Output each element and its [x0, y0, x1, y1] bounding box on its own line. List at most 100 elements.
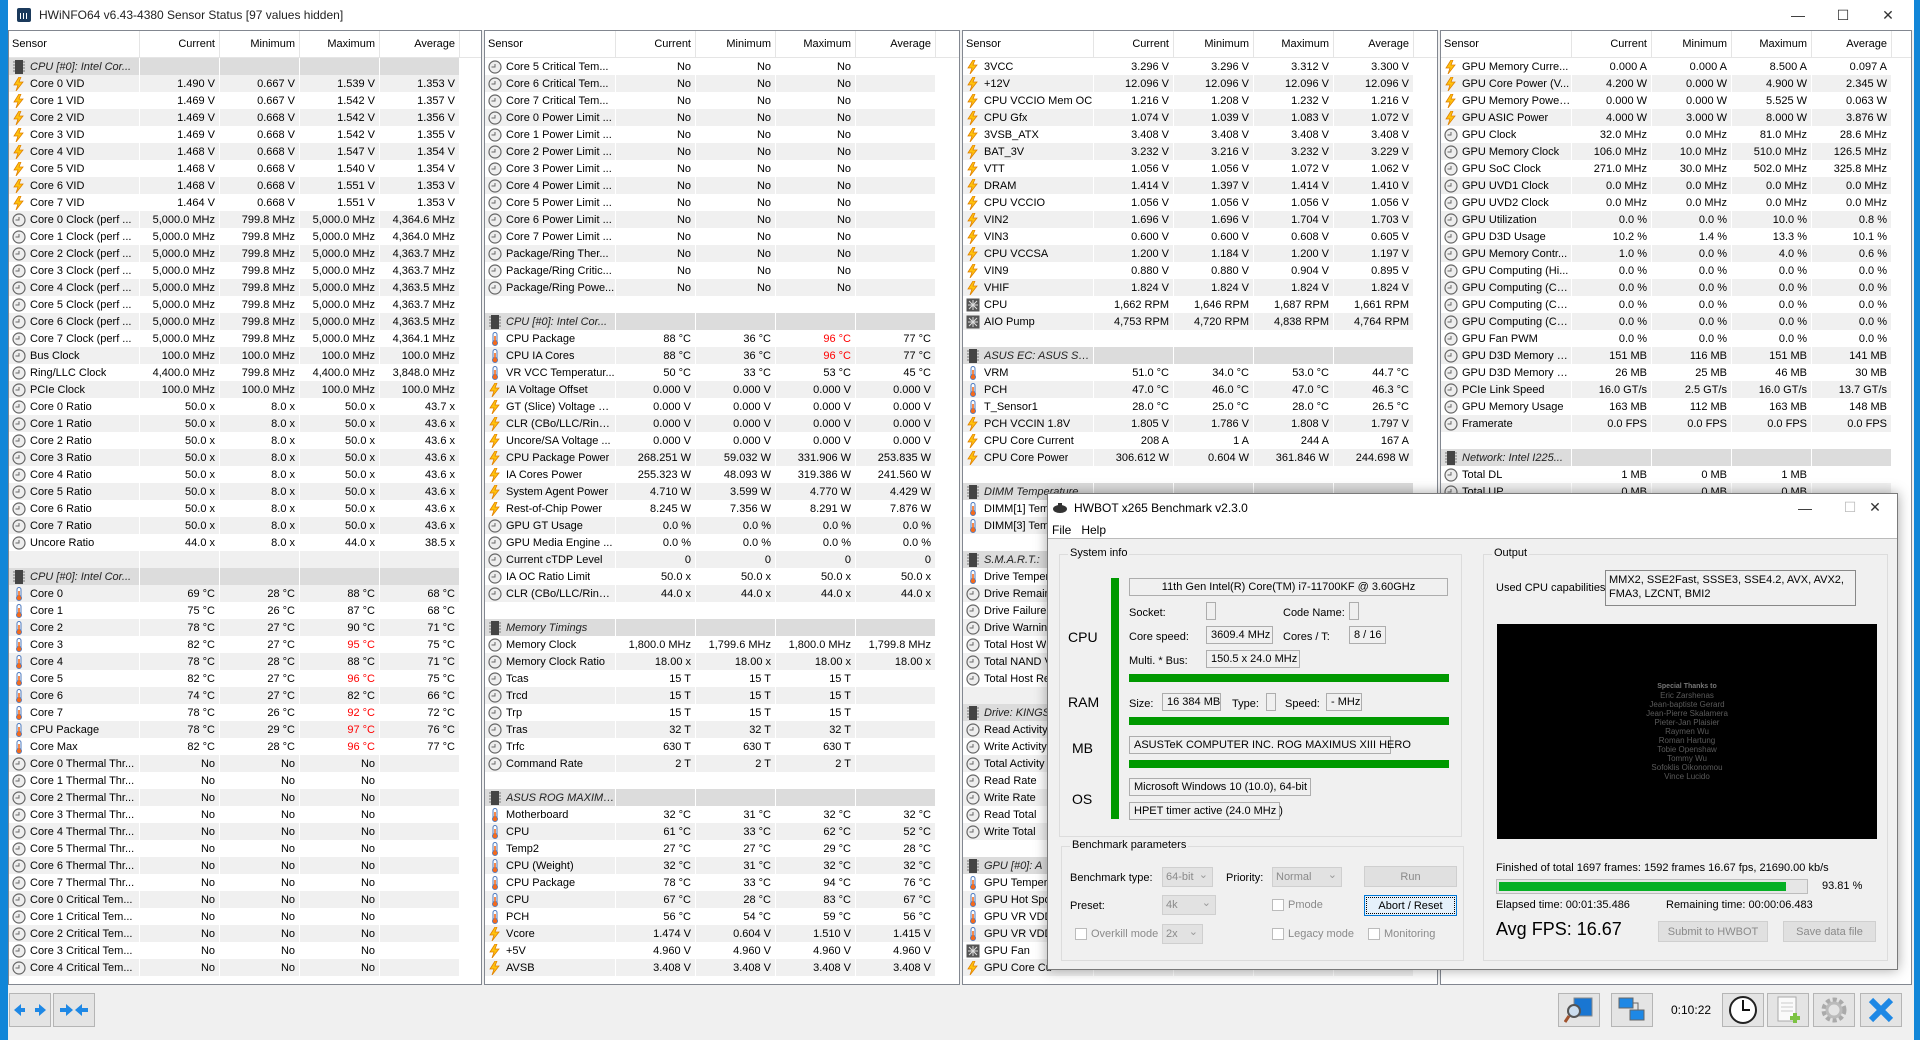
- sensor-row[interactable]: VRM 51.0 °C 34.0 °C 53.0 °C 44.7 °C: [963, 364, 1437, 381]
- sensor-row[interactable]: Core Max 82 °C 28 °C 96 °C 77 °C: [9, 738, 481, 755]
- run-button[interactable]: Run: [1364, 866, 1457, 887]
- sensor-row[interactable]: Core 1 Power Limit ... No No No: [485, 126, 959, 143]
- pmode-checkbox[interactable]: [1272, 899, 1284, 911]
- sensor-row[interactable]: VIN3 0.600 V 0.600 V 0.608 V 0.605 V: [963, 228, 1437, 245]
- sensor-row[interactable]: CPU (Weight) 32 °C 31 °C 32 °C 32 °C: [485, 857, 959, 874]
- sensor-row[interactable]: PCIe Clock 100.0 MHz 100.0 MHz 100.0 MHz 100…: [9, 381, 481, 398]
- sensor-row[interactable]: Temp2 27 °C 27 °C 29 °C 28 °C: [485, 840, 959, 857]
- sensor-row[interactable]: GPU Memory Clock 106.0 MHz 10.0 MHz 510.0 M…: [1441, 143, 1911, 160]
- sensor-row[interactable]: VIN2 1.696 V 1.696 V 1.704 V 1.703 V: [963, 211, 1437, 228]
- sensor-row[interactable]: VHIF 1.824 V 1.824 V 1.824 V 1.824 V: [963, 279, 1437, 296]
- sensor-row[interactable]: Total DL 1 MB 0 MB 1 MB: [1441, 466, 1911, 483]
- sensor-row[interactable]: Core 6 Clock (perf ... 5,000.0 MHz 799.8 M…: [9, 313, 481, 330]
- collapse-columns-button[interactable]: [53, 993, 95, 1027]
- sensor-row[interactable]: Memory Clock 1,800.0 MHz 1,799.6 MHz 1,800.…: [485, 636, 959, 653]
- sensor-group-header[interactable]: CPU [#0]: Intel Cor...: [485, 313, 959, 330]
- sensor-row[interactable]: Core 6 Critical Tem... No No No: [485, 75, 959, 92]
- sensor-group-header[interactable]: CPU [#0]: Intel Cor...: [9, 568, 481, 585]
- sensor-row[interactable]: GPU Memory Curre... 0.000 A 0.000 A 8.500 A…: [1441, 58, 1911, 75]
- sensor-row[interactable]: CPU VCCIO Mem OC 1.216 V 1.208 V 1.232 V 1.2…: [963, 92, 1437, 109]
- sensor-row[interactable]: GPU UVD2 Clock 0.0 MHz 0.0 MHz 0.0 MHz 0.0 M…: [1441, 194, 1911, 211]
- sensor-row[interactable]: Core 7 Critical Tem... No No No: [485, 92, 959, 109]
- sensor-row[interactable]: Core 7 78 °C 26 °C 92 °C 72 °C: [9, 704, 481, 721]
- sensor-row[interactable]: PCH 56 °C 54 °C 59 °C 56 °C: [485, 908, 959, 925]
- sensor-group-header[interactable]: CPU [#0]: Intel Cor...: [9, 58, 481, 75]
- overkill-select[interactable]: 2x: [1162, 924, 1203, 944]
- column-header-current[interactable]: Current: [1572, 31, 1652, 57]
- hwbot-close-button[interactable]: ✕: [1869, 499, 1881, 515]
- sensor-row[interactable]: Core 0 Critical Tem... No No No: [9, 891, 481, 908]
- legacy-mode-checkbox[interactable]: [1272, 928, 1284, 940]
- abort-reset-button[interactable]: Abort / Reset: [1364, 895, 1457, 916]
- sensor-row[interactable]: CPU IA Cores 88 °C 36 °C 96 °C 77 °C: [485, 347, 959, 364]
- sensor-row[interactable]: GPU D3D Memory D... 151 MB 116 MB 151 MB 141…: [1441, 347, 1911, 364]
- sensor-row[interactable]: GPU SoC Clock 271.0 MHz 30.0 MHz 502.0 MHz 3…: [1441, 160, 1911, 177]
- sensor-row[interactable]: Core 0 VID 1.490 V 0.667 V 1.539 V 1.353 V: [9, 75, 481, 92]
- sensor-row[interactable]: Core 6 Ratio 50.0 x 8.0 x 50.0 x 43.6 x: [9, 500, 481, 517]
- hwbot-minimize-button[interactable]: —: [1798, 499, 1812, 516]
- sensor-row[interactable]: Core 1 Clock (perf ... 5,000.0 MHz 799.8 M…: [9, 228, 481, 245]
- maximize-button[interactable]: ☐: [1836, 6, 1850, 23]
- column-header-current[interactable]: Current: [140, 31, 220, 57]
- sensor-row[interactable]: AIO Pump 4,753 RPM 4,720 RPM 4,838 RPM 4,764…: [963, 313, 1437, 330]
- sensor-row[interactable]: VR VCC Temperatur... 50 °C 33 °C 53 °C 45 °C: [485, 364, 959, 381]
- sensor-row[interactable]: Core 7 Ratio 50.0 x 8.0 x 50.0 x 43.6 x: [9, 517, 481, 534]
- logging-button[interactable]: [1767, 993, 1809, 1027]
- column-header-average[interactable]: Average: [1812, 31, 1892, 57]
- sensor-row[interactable]: VIN9 0.880 V 0.880 V 0.904 V 0.895 V: [963, 262, 1437, 279]
- sensor-row[interactable]: Core 6 Power Limit ... No No No: [485, 211, 959, 228]
- sensor-row[interactable]: GPU Memory Power... 0.000 W 0.000 W 5.525 W…: [1441, 92, 1911, 109]
- sensor-row[interactable]: Core 2 VID 1.469 V 0.668 V 1.542 V 1.356 V: [9, 109, 481, 126]
- sensor-row[interactable]: GPU ASIC Power 4.000 W 3.000 W 8.000 W 3.876…: [1441, 109, 1911, 126]
- sensor-row[interactable]: Core 2 78 °C 27 °C 90 °C 71 °C: [9, 619, 481, 636]
- column-header-sensor[interactable]: Sensor: [485, 31, 616, 57]
- sensor-row[interactable]: Core 1 Ratio 50.0 x 8.0 x 50.0 x 43.6 x: [9, 415, 481, 432]
- sensor-row[interactable]: CPU Package 88 °C 36 °C 96 °C 77 °C: [485, 330, 959, 347]
- sensor-row[interactable]: CPU VCCSA 1.200 V 1.184 V 1.200 V 1.197 V: [963, 245, 1437, 262]
- sensor-row[interactable]: Trp 15 T 15 T 15 T: [485, 704, 959, 721]
- sensor-row[interactable]: Core 3 VID 1.469 V 0.668 V 1.542 V 1.355 V: [9, 126, 481, 143]
- column-header-maximum[interactable]: Maximum: [1254, 31, 1334, 57]
- sensor-row[interactable]: Core 5 Ratio 50.0 x 8.0 x 50.0 x 43.6 x: [9, 483, 481, 500]
- minimize-button[interactable]: —: [1791, 7, 1805, 23]
- sensor-row[interactable]: Tcas 15 T 15 T 15 T: [485, 670, 959, 687]
- sensor-row[interactable]: Core 4 Ratio 50.0 x 8.0 x 50.0 x 43.6 x: [9, 466, 481, 483]
- sensor-row[interactable]: Core 1 Thermal Thr... No No No: [9, 772, 481, 789]
- overkill-mode-checkbox[interactable]: [1075, 928, 1087, 940]
- sensor-row[interactable]: Trfc 630 T 630 T 630 T: [485, 738, 959, 755]
- sensor-row[interactable]: Motherboard 32 °C 31 °C 32 °C 32 °C: [485, 806, 959, 823]
- sensor-row[interactable]: Core 5 Critical Tem... No No No: [485, 58, 959, 75]
- sensor-row[interactable]: Ring/LLC Clock 4,400.0 MHz 799.8 MHz 4,400.…: [9, 364, 481, 381]
- column-header-average[interactable]: Average: [1334, 31, 1414, 57]
- sensor-row[interactable]: Core 5 VID 1.468 V 0.668 V 1.540 V 1.354 V: [9, 160, 481, 177]
- expand-columns-button[interactable]: [9, 993, 51, 1027]
- sensor-row[interactable]: Trcd 15 T 15 T 15 T: [485, 687, 959, 704]
- sensor-row[interactable]: CPU 1,662 RPM 1,646 RPM 1,687 RPM 1,661 RPM: [963, 296, 1437, 313]
- sensor-row[interactable]: Core 7 Thermal Thr... No No No: [9, 874, 481, 891]
- sensor-row[interactable]: Bus Clock 100.0 MHz 100.0 MHz 100.0 MHz 100.…: [9, 347, 481, 364]
- sensor-row[interactable]: Core 3 Critical Tem... No No No: [9, 942, 481, 959]
- sensor-row[interactable]: Core 4 Clock (perf ... 5,000.0 MHz 799.8 M…: [9, 279, 481, 296]
- sensor-row[interactable]: Core 3 Power Limit ... No No No: [485, 160, 959, 177]
- column-header-sensor[interactable]: Sensor: [9, 31, 140, 57]
- sensor-row[interactable]: CPU VCCIO 1.056 V 1.056 V 1.056 V 1.056 V: [963, 194, 1437, 211]
- sensor-row[interactable]: Core 0 Power Limit ... No No No: [485, 109, 959, 126]
- sensor-row[interactable]: GPU Computing (Co... 0.0 % 0.0 % 0.0 % 0.0 %: [1441, 296, 1911, 313]
- sensor-row[interactable]: VTT 1.056 V 1.056 V 1.072 V 1.062 V: [963, 160, 1437, 177]
- sensor-row[interactable]: Core 5 Clock (perf ... 5,000.0 MHz 799.8 M…: [9, 296, 481, 313]
- submit-to-hwbot-button[interactable]: Submit to HWBOT: [1658, 921, 1768, 942]
- network-button[interactable]: [1611, 993, 1653, 1027]
- sensor-row[interactable]: Core 0 Ratio 50.0 x 8.0 x 50.0 x 43.7 x: [9, 398, 481, 415]
- sensor-row[interactable]: Framerate 0.0 FPS 0.0 FPS 0.0 FPS 0.0 FPS: [1441, 415, 1911, 432]
- sensor-row[interactable]: PCH 47.0 °C 46.0 °C 47.0 °C 46.3 °C: [963, 381, 1437, 398]
- sensor-row[interactable]: CLR (CBo/LLC/Ring)... 0.000 V 0.000 V 0.000…: [485, 415, 959, 432]
- sensor-row[interactable]: Tras 32 T 32 T 32 T: [485, 721, 959, 738]
- sensor-row[interactable]: GPU Utilization 0.0 % 0.0 % 10.0 % 0.8 %: [1441, 211, 1911, 228]
- sensor-row[interactable]: GPU Media Engine ... 0.0 % 0.0 % 0.0 % 0.0 %: [485, 534, 959, 551]
- sensor-row[interactable]: CPU Gfx 1.074 V 1.039 V 1.083 V 1.072 V: [963, 109, 1437, 126]
- column-header-maximum[interactable]: Maximum: [1732, 31, 1812, 57]
